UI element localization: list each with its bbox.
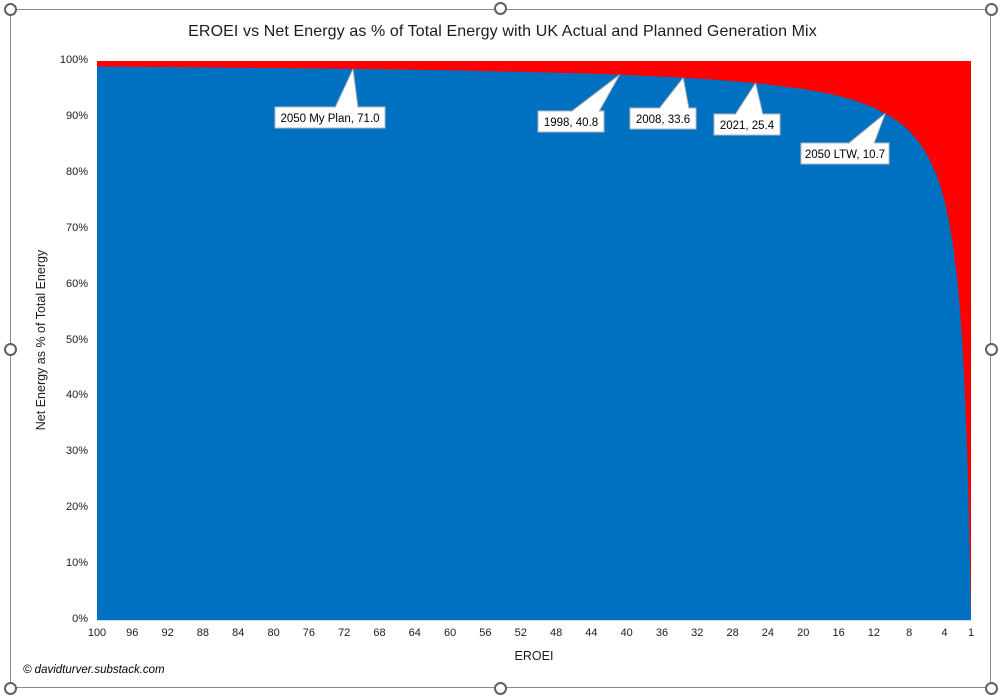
x-tick-label: 24	[761, 627, 775, 639]
callout-pointer-edge	[682, 77, 690, 109]
x-tick-label: 28	[726, 627, 739, 639]
x-tick-label: 36	[655, 627, 669, 639]
selection-handle-top-left[interactable]	[4, 3, 17, 16]
x-tick-label: 16	[832, 627, 845, 639]
y-tick-label: 90%	[65, 109, 88, 122]
callout-pointer-edge	[570, 74, 620, 112]
x-tick-label: 84	[232, 627, 245, 639]
data-label-text: 2021, 25.4	[720, 120, 775, 132]
callout-pointer-edge	[334, 68, 354, 108]
callout-pointer-edge	[847, 112, 886, 144]
data-label-text: 2050 LTW, 10.7	[805, 149, 885, 161]
x-axis-title[interactable]: EROEI	[514, 649, 554, 663]
net-energy-area[interactable]	[97, 66, 971, 621]
callout-pointer	[659, 77, 689, 110]
y-tick-label: 0%	[72, 613, 88, 625]
y-tick-label: 30%	[65, 445, 88, 458]
x-tick-label: 32	[691, 627, 704, 639]
x-tick-label: 76	[302, 627, 316, 639]
x-tick-label: 64	[408, 627, 421, 639]
selection-handle-bottom-right[interactable]	[985, 682, 998, 695]
x-tick-label: 60	[443, 627, 457, 639]
callout-pointer-edge	[755, 82, 764, 115]
selection-handle-bottom-left[interactable]	[4, 682, 17, 695]
callout-pointer-edge	[873, 113, 886, 144]
callout-pointer-edge	[658, 77, 684, 109]
selection-handle-top-center[interactable]	[494, 2, 507, 15]
selection-handle-middle-right[interactable]	[985, 343, 998, 356]
x-tick-label: 100	[87, 627, 107, 639]
x-tick-label: 88	[196, 627, 210, 639]
callout-pointer	[335, 68, 358, 109]
x-tick-label: 1	[967, 627, 975, 639]
selection-handle-bottom-center[interactable]	[494, 682, 507, 695]
x-tick-label: 44	[585, 627, 598, 639]
callout-pointer-edge	[734, 82, 757, 115]
callout-pointer	[735, 83, 763, 116]
callout-pointer-edge	[598, 74, 621, 112]
y-tick-label: 100%	[59, 54, 88, 66]
x-tick-label: 72	[338, 627, 351, 639]
x-tick-label: 4	[941, 627, 948, 639]
x-tick-label: 80	[267, 627, 280, 639]
y-tick-label: 70%	[65, 221, 88, 234]
copyright-credit: © davidturver.substack.com	[23, 664, 165, 676]
x-tick-label: 20	[797, 627, 810, 639]
y-tick-label: 10%	[65, 557, 88, 570]
data-label-text: 2008, 33.6	[636, 114, 690, 126]
data-label-callout[interactable]: 2050 LTW, 10.7	[800, 112, 890, 165]
y-tick-label: 50%	[65, 333, 88, 346]
y-tick-label: 40%	[65, 389, 88, 402]
y-tick-label: 60%	[65, 277, 88, 290]
y-axis-title[interactable]: Net Energy as % of Total Energy	[34, 249, 48, 431]
y-tick-label: 20%	[65, 501, 88, 514]
x-tick-label: 56	[479, 627, 492, 639]
data-label-text: 1998, 40.8	[544, 117, 598, 129]
data-label-text: 2050 My Plan, 71.0	[280, 113, 379, 125]
data-label-box[interactable]	[800, 142, 890, 165]
y-tick-label: 80%	[65, 165, 88, 178]
chart-title[interactable]: EROEI vs Net Energy as % of Total Energy…	[188, 23, 817, 40]
data-label-callout[interactable]: 2021, 25.4	[713, 82, 781, 136]
x-tick-label: 12	[867, 627, 881, 639]
data-label-callout[interactable]: 1998, 40.8	[537, 74, 621, 133]
x-tick-label: 92	[161, 627, 174, 639]
x-tick-label: 96	[126, 627, 139, 639]
selection-handle-top-right[interactable]	[985, 3, 998, 16]
data-label-callout[interactable]: 2008, 33.6	[629, 77, 697, 130]
x-tick-label: 48	[549, 627, 563, 639]
x-tick-label: 8	[906, 627, 913, 639]
x-tick-label: 68	[373, 627, 386, 639]
callout-pointer-edge	[352, 68, 359, 108]
data-label-callout[interactable]: 2050 My Plan, 71.0	[274, 68, 386, 129]
x-tick-label: 40	[620, 627, 633, 639]
data-label-box[interactable]	[274, 106, 386, 129]
x-tick-label: 52	[514, 627, 527, 639]
selection-handle-middle-left[interactable]	[4, 343, 17, 356]
